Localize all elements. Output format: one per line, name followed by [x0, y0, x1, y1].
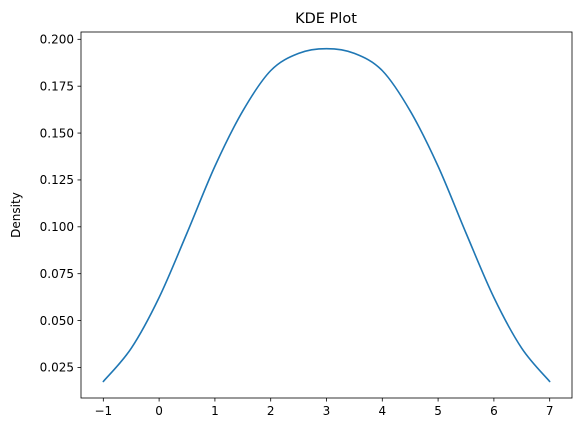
y-tick-label: 0.150 — [40, 126, 74, 140]
chart-title: KDE Plot — [295, 11, 357, 27]
y-tick-label: 0.175 — [40, 79, 74, 93]
y-tick-label: 0.025 — [40, 361, 74, 375]
y-axis-label: Density — [9, 192, 23, 238]
kde-line-series — [102, 47, 551, 383]
x-tick-label: 3 — [323, 404, 331, 418]
x-tick-label: 5 — [434, 404, 442, 418]
x-tick-label: 2 — [267, 404, 275, 418]
x-tick-label: 4 — [378, 404, 386, 418]
y-tick-label: 0.075 — [40, 267, 74, 281]
y-axis-ticks: 0.025 0.050 0.075 0.100 0.125 0.150 0.175 0.200 — [40, 33, 81, 375]
x-tick-label: 6 — [490, 404, 498, 418]
y-tick-label: 0.200 — [40, 33, 74, 47]
x-tick-label: 1 — [211, 404, 219, 418]
y-tick-label: 0.050 — [40, 314, 74, 328]
x-axis-ticks: −1 0 1 2 3 4 5 6 7 — [94, 398, 554, 418]
y-tick-label: 0.125 — [40, 173, 74, 187]
x-tick-label: −1 — [94, 404, 112, 418]
x-tick-label: 7 — [546, 404, 554, 418]
x-tick-label: 0 — [155, 404, 163, 418]
y-tick-label: 0.100 — [40, 220, 74, 234]
